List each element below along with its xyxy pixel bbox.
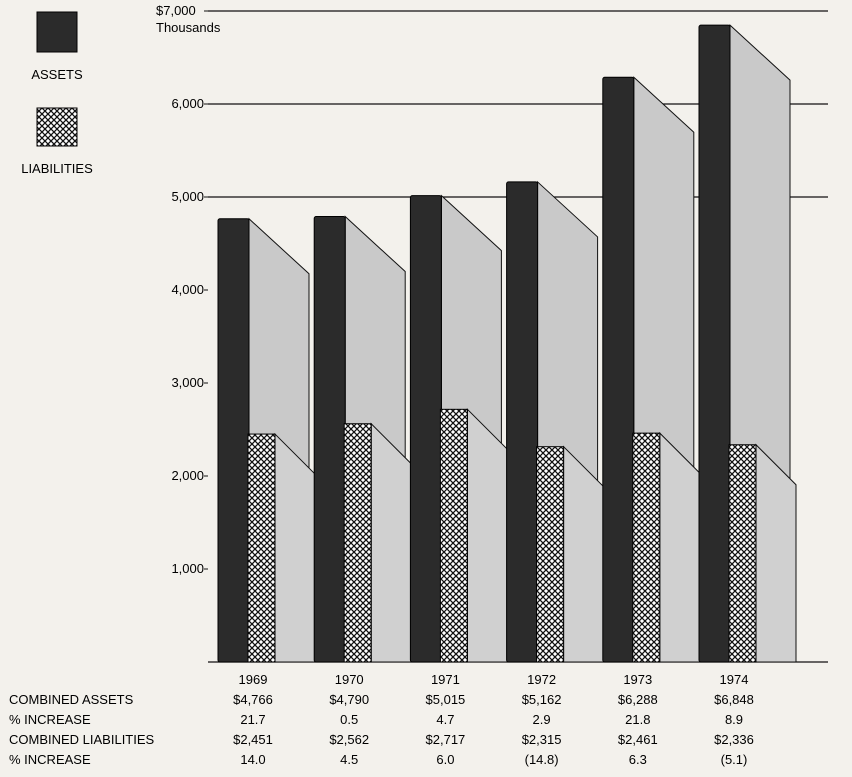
table-cell: 4.5 [340, 752, 358, 767]
table-cell: 8.9 [725, 712, 743, 727]
table-cell: 21.7 [240, 712, 265, 727]
table-cell: $2,461 [618, 732, 658, 747]
liability-bar [343, 423, 372, 663]
x-tick-label: 1971 [431, 672, 460, 687]
y-tick-label: 3,000 [171, 375, 204, 390]
table-cell: $5,015 [426, 692, 466, 707]
table-row-label: % INCREASE [9, 752, 91, 767]
table-cell: $6,288 [618, 692, 658, 707]
table-cell: $2,451 [233, 732, 273, 747]
liability-bar-shadow [659, 431, 701, 663]
liability-bar-shadow [274, 432, 316, 663]
asset-bar [409, 195, 442, 663]
table-cell: $6,848 [714, 692, 754, 707]
y-tick-label: 4,000 [171, 282, 204, 297]
table-row-label: COMBINED ASSETS [9, 692, 134, 707]
table-cell: 4.7 [436, 712, 454, 727]
legend-label-assets: ASSETS [31, 67, 83, 82]
table-cell: 6.0 [436, 752, 454, 767]
x-tick-label: 1970 [335, 672, 364, 687]
table-cell: 2.9 [533, 712, 551, 727]
liability-bar [536, 446, 565, 663]
liability-bar [728, 444, 757, 663]
table-cell: $2,562 [329, 732, 369, 747]
x-tick-label: 1974 [720, 672, 749, 687]
asset-bar [602, 76, 635, 663]
table-cell: (14.8) [525, 752, 559, 767]
table-cell: $2,336 [714, 732, 754, 747]
table-cell: 0.5 [340, 712, 358, 727]
table-cell: 14.0 [240, 752, 265, 767]
liability-bar [439, 408, 468, 663]
table-cell: $2,315 [522, 732, 562, 747]
liability-bar-shadow [466, 408, 508, 663]
y-tick-label: 1,000 [171, 561, 204, 576]
liability-bar-shadow [370, 422, 412, 663]
liability-bar [632, 432, 661, 663]
legend-swatch-assets [36, 11, 78, 53]
asset-bar [313, 216, 346, 663]
asset-bar [217, 218, 250, 663]
table-row-label: % INCREASE [9, 712, 91, 727]
liability-bar [247, 433, 276, 663]
x-tick-label: 1972 [527, 672, 556, 687]
x-tick-label: 1973 [623, 672, 652, 687]
y-tick-label: 5,000 [171, 189, 204, 204]
table-cell: 21.8 [625, 712, 650, 727]
asset-bar [698, 24, 731, 663]
table-row-label: COMBINED LIABILITIES [9, 732, 155, 747]
legend-label-liabilities: LIABILITIES [21, 161, 93, 176]
table-cell: $5,162 [522, 692, 562, 707]
table-cell: (5.1) [721, 752, 748, 767]
y-tick-label: 2,000 [171, 468, 204, 483]
table-cell: $4,766 [233, 692, 273, 707]
table-cell: $2,717 [426, 732, 466, 747]
table-cell: $4,790 [329, 692, 369, 707]
asset-bar [506, 181, 539, 663]
x-tick-label: 1969 [239, 672, 268, 687]
y-tick-label: 6,000 [171, 96, 204, 111]
legend-swatch-liabilities [36, 107, 78, 147]
y-tick-label: $7,000 [156, 3, 196, 18]
table-cell: 6.3 [629, 752, 647, 767]
y-unit-label: Thousands [156, 20, 221, 35]
